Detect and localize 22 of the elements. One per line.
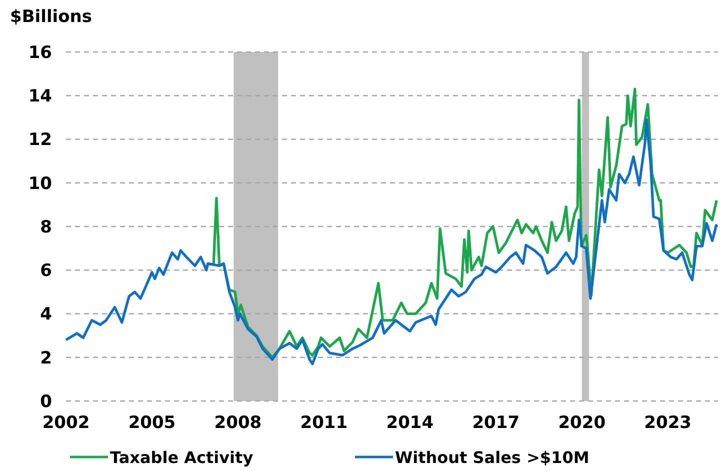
y-tick-label: 2 <box>40 348 52 368</box>
y-tick-label: 10 <box>28 174 52 194</box>
x-tick-label: 2011 <box>300 413 348 433</box>
y-tick-label: 16 <box>28 42 52 63</box>
y-tick-label: 12 <box>28 130 52 150</box>
y-tick-label: 4 <box>40 304 52 325</box>
legend-label: Without Sales >$10M <box>395 448 590 467</box>
x-tick-label: 2014 <box>386 413 434 433</box>
y-tick-label: 8 <box>40 217 52 238</box>
y-tick-label: 0 <box>40 392 52 412</box>
line-series <box>212 88 718 359</box>
x-tick-label: 2008 <box>214 413 262 433</box>
x-tick-label: 2005 <box>128 413 176 433</box>
x-tick-label: 2002 <box>42 413 90 433</box>
y-tick-label: 14 <box>28 86 52 107</box>
legend-label: Taxable Activity <box>110 448 254 467</box>
y-axis-title: $Billions <box>10 7 92 27</box>
x-tick-label: 2017 <box>472 413 520 433</box>
x-tick-label: 2023 <box>644 413 692 433</box>
x-tick-label: 2020 <box>558 413 606 433</box>
line-series <box>64 118 718 366</box>
y-tick-label: 6 <box>40 261 52 282</box>
